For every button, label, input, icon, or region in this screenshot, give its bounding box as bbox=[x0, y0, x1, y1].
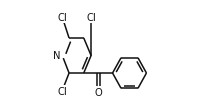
Text: O: O bbox=[95, 87, 102, 97]
Text: N: N bbox=[53, 51, 61, 61]
Text: Cl: Cl bbox=[57, 86, 67, 96]
Text: Cl: Cl bbox=[57, 13, 67, 23]
Text: Cl: Cl bbox=[86, 13, 96, 23]
